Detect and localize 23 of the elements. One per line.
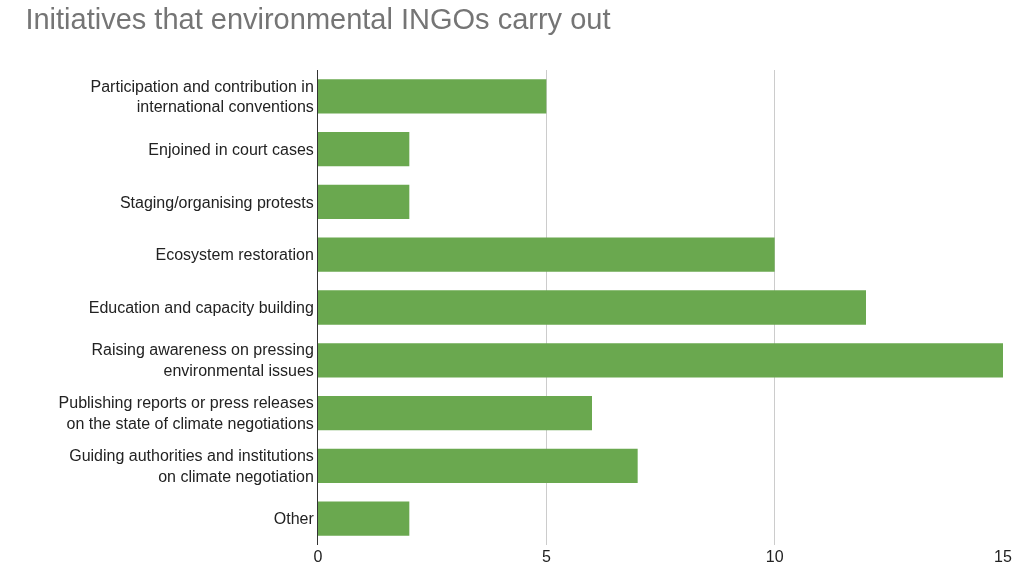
y-tick-label: Ecosystem restoration [155,246,314,264]
y-tick-label: Staging/organising protests [119,193,314,211]
y-tick-label: Guiding authorities and institutions on climate negotiation [69,447,314,485]
y-tick-label: Raising awareness on pressing environmental issues [91,341,314,380]
bar [318,237,775,272]
x-tick-label: 10 [765,548,784,565]
y-tick-label: Other [273,510,315,528]
x-tick-label: 5 [541,548,551,565]
bar [318,448,638,483]
bar [318,132,410,167]
bar [318,343,1003,378]
bar [318,501,410,536]
x-tick-label: 0 [313,548,323,565]
bar [318,395,592,431]
chart-title: Initiatives that environmental INGOs carry out [25,2,611,35]
bar [318,79,547,114]
y-tick-label: Publishing reports or press releases on the state of climate negotiations [58,394,314,433]
x-tick-label: 15 [994,548,1012,565]
bar [318,290,866,325]
y-tick-label: Education and capacity building [88,299,314,317]
bar [318,184,410,220]
y-tick-label: Participation and contribution in international conventions [90,77,314,116]
y-tick-label: Enjoined in court cases [148,140,314,158]
